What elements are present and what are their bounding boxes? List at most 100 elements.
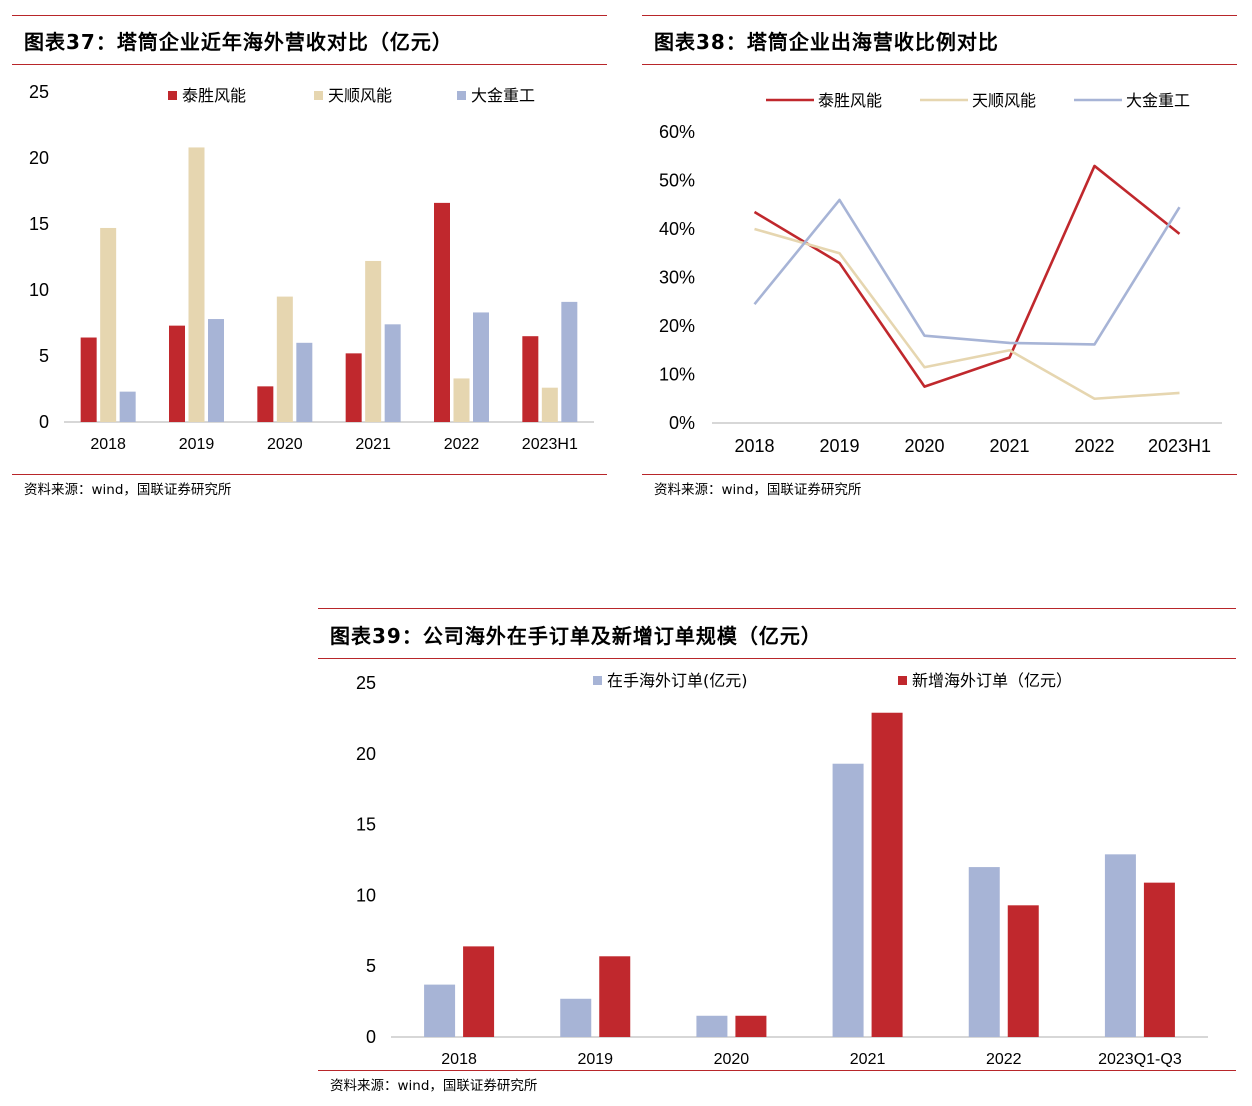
bar-chart-overseas-orders: 0 5 10 15 20 25 2018 2019 2020 2021 2022 2023Q1-Q3 在… xyxy=(318,660,1236,1070)
x-tick-label: 2022 xyxy=(1074,436,1114,456)
y-tick-label: 5 xyxy=(366,956,376,976)
title-bottom-rule xyxy=(318,658,1236,659)
legend-swatch xyxy=(314,91,323,100)
x-tick-label: 2021 xyxy=(850,1051,886,1068)
bar-1 xyxy=(81,338,97,422)
y-tick-label: 10% xyxy=(659,365,695,385)
y-tick-label: 50% xyxy=(659,171,695,191)
legend-swatch xyxy=(168,91,177,100)
y-tick-label: 25 xyxy=(29,82,49,102)
source-rule xyxy=(642,474,1237,475)
x-tick-label: 2019 xyxy=(819,436,859,456)
source-rule xyxy=(12,474,607,475)
bar-1 xyxy=(346,353,362,422)
legend-label: 天顺风能 xyxy=(972,91,1036,110)
title-bottom-rule xyxy=(642,64,1237,65)
bar-3 xyxy=(473,312,489,422)
chart-panel-revenue: 图表37：塔筒企业近年海外营收对比（亿元） 0 5 10 15 20 25 2018 2019… xyxy=(12,0,607,510)
bar-2 xyxy=(542,388,558,422)
chart-title: 图表38：塔筒企业出海营收比例对比 xyxy=(654,26,999,55)
x-tick-label: 2023Q1-Q3 xyxy=(1098,1051,1182,1068)
x-tick-label: 2018 xyxy=(441,1051,477,1068)
x-tick-label: 2019 xyxy=(179,436,215,453)
title-top-rule xyxy=(12,15,607,16)
bar-1 xyxy=(257,386,273,422)
x-tick-label: 2020 xyxy=(904,436,944,456)
bar-2 xyxy=(872,713,903,1037)
bar-1 xyxy=(833,764,864,1037)
legend-label: 泰胜风能 xyxy=(818,91,882,110)
y-tick-label: 30% xyxy=(659,268,695,288)
y-tick-label: 10 xyxy=(29,280,49,300)
bar-1 xyxy=(969,867,1000,1037)
x-tick-label: 2023H1 xyxy=(522,436,578,453)
legend-label: 泰胜风能 xyxy=(182,86,246,105)
bar-1 xyxy=(434,203,450,422)
y-tick-label: 40% xyxy=(659,219,695,239)
bar-1 xyxy=(696,1016,727,1037)
bar-2 xyxy=(189,147,205,422)
chart-title: 图表37：塔筒企业近年海外营收对比（亿元） xyxy=(24,26,453,55)
bar-2 xyxy=(463,946,494,1037)
bar-chart-overseas-revenue: 0 5 10 15 20 25 2018 2019 2020 2021 2022 2023H1 泰胜风能… xyxy=(12,66,607,476)
title-bottom-rule xyxy=(12,64,607,65)
x-tick-label: 2023H1 xyxy=(1148,436,1211,456)
bar-1 xyxy=(169,326,185,422)
chart-panel-ratio: 图表38：塔筒企业出海营收比例对比 0% 10% 20% 30% 40% 50% 60% 20… xyxy=(642,0,1237,510)
x-tick-label: 2019 xyxy=(577,1051,613,1068)
y-tick-label: 20 xyxy=(356,744,376,764)
legend-label: 大金重工 xyxy=(1126,91,1190,110)
y-tick-label: 20% xyxy=(659,316,695,336)
bar-3 xyxy=(120,392,136,422)
legend-swatch xyxy=(593,676,602,685)
legend-swatch xyxy=(457,91,466,100)
bar-3 xyxy=(208,319,224,422)
bar-1 xyxy=(424,985,455,1037)
x-tick-label: 2020 xyxy=(267,436,303,453)
source-rule xyxy=(318,1070,1236,1071)
legend-label: 天顺风能 xyxy=(328,86,392,105)
legend-label: 新增海外订单（亿元） xyxy=(912,671,1072,690)
source-note: 资料来源：wind，国联证券研究所 xyxy=(24,478,231,498)
legend-label: 在手海外订单(亿元) xyxy=(607,671,748,690)
bar-2 xyxy=(100,228,116,422)
x-tick-label: 2018 xyxy=(734,436,774,456)
series-line-1 xyxy=(755,166,1180,387)
title-top-rule xyxy=(642,15,1237,16)
y-tick-label: 5 xyxy=(39,346,49,366)
y-tick-label: 10 xyxy=(356,885,376,905)
chart-panel-orders: 图表39：公司海外在手订单及新增订单规模（亿元） 0 5 10 15 20 25 2018 2… xyxy=(318,592,1236,1104)
y-tick-label: 0 xyxy=(366,1027,376,1047)
bar-2 xyxy=(1008,905,1039,1037)
y-tick-label: 15 xyxy=(356,815,376,835)
x-tick-label: 2021 xyxy=(989,436,1029,456)
legend-label: 大金重工 xyxy=(471,86,535,105)
title-top-rule xyxy=(318,608,1236,609)
source-note: 资料来源：wind，国联证券研究所 xyxy=(654,478,861,498)
bar-1 xyxy=(522,336,538,422)
y-tick-label: 25 xyxy=(356,673,376,693)
y-tick-label: 20 xyxy=(29,148,49,168)
bar-2 xyxy=(599,956,630,1037)
bar-1 xyxy=(1105,854,1136,1037)
bar-2 xyxy=(454,378,470,422)
source-note: 资料来源：wind，国联证券研究所 xyxy=(330,1074,537,1094)
bar-3 xyxy=(561,302,577,422)
y-tick-label: 60% xyxy=(659,122,695,142)
bar-2 xyxy=(1144,883,1175,1037)
chart-title: 图表39：公司海外在手订单及新增订单规模（亿元） xyxy=(330,620,822,649)
x-tick-label: 2020 xyxy=(714,1051,750,1068)
x-tick-label: 2018 xyxy=(90,436,126,453)
x-tick-label: 2022 xyxy=(444,436,480,453)
bar-1 xyxy=(560,999,591,1037)
y-tick-label: 15 xyxy=(29,214,49,234)
legend-swatch xyxy=(898,676,907,685)
x-tick-label: 2021 xyxy=(355,436,391,453)
line-chart-overseas-ratio: 0% 10% 20% 30% 40% 50% 60% 2018 2019 2020 2021 2022… xyxy=(642,66,1237,476)
bar-2 xyxy=(735,1016,766,1037)
bar-3 xyxy=(385,324,401,422)
bar-3 xyxy=(296,343,312,422)
y-tick-label: 0 xyxy=(39,412,49,432)
x-tick-label: 2022 xyxy=(986,1051,1022,1068)
bar-2 xyxy=(277,297,293,422)
